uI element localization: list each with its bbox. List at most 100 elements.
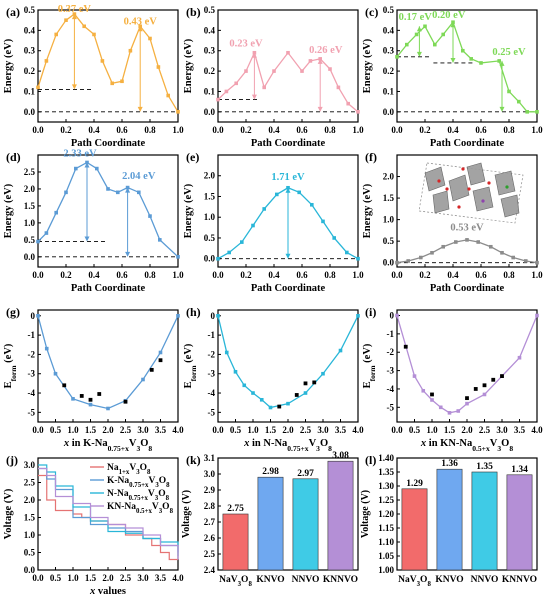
- atom: [445, 187, 449, 191]
- x-tick-label: 0.2: [419, 125, 431, 135]
- x-tick-label: 3.0: [137, 425, 149, 435]
- x-tick-label: 0.0: [212, 125, 224, 135]
- data-point: [64, 190, 68, 195]
- arrow-head: [251, 52, 257, 58]
- y-tick-label: 3.0: [204, 469, 216, 479]
- hull-point: [88, 402, 93, 407]
- x-tick-label: 1.0: [172, 125, 184, 135]
- x-axis-label: x in KN-Na0.5+xV3O8: [420, 438, 513, 453]
- plot-frame: [217, 9, 359, 123]
- hull-point: [106, 406, 110, 411]
- y-tick-label: 0.5: [383, 5, 395, 15]
- data-point: [120, 79, 124, 84]
- y-tick-label: 2.5: [24, 167, 36, 177]
- x-tick-label: 3.5: [155, 573, 167, 583]
- x-axis-label: x in K-Na0.75+xV3O8: [63, 438, 153, 453]
- legend-entry: K-Na0.75+xV3O8: [107, 476, 170, 489]
- data-point: [511, 255, 515, 260]
- y-tick-label: 0.1: [383, 86, 395, 96]
- panel-label: (g): [6, 305, 20, 319]
- y-tick-label: 0.4: [204, 25, 216, 35]
- panel-3: (d) 0.0 0.2 0.4 0.6 0.8 1.0 0.0 0.5 1.0 1.5 2.0 2.5 P…: [3, 149, 184, 294]
- panel-label: (b): [186, 5, 201, 19]
- hull-point: [53, 371, 58, 376]
- data-point: [64, 18, 68, 22]
- data-point: [441, 244, 445, 249]
- data-point: [54, 210, 58, 215]
- data-point: [433, 42, 437, 47]
- x-tick-label: 2.0: [461, 425, 473, 435]
- hull-point: [395, 313, 399, 318]
- arrow-head: [125, 187, 131, 193]
- y-axis-label: Energy (eV): [3, 38, 14, 93]
- category-label: NNVO: [292, 575, 320, 585]
- hull-point: [158, 350, 163, 355]
- x-tick-label: 2.0: [282, 425, 294, 435]
- barrier-label: 0.43 eV: [124, 16, 158, 27]
- hull-point: [321, 371, 325, 376]
- bar-value-label: 3.08: [332, 451, 349, 461]
- x-tick-label: 3.0: [496, 425, 508, 435]
- data-point: [54, 32, 58, 37]
- y-tick-label: 3.0: [24, 460, 36, 470]
- data-point: [500, 250, 504, 255]
- data-point: [310, 202, 314, 207]
- y-tick-label: 2.8: [204, 501, 216, 511]
- hull-point: [268, 405, 273, 410]
- data-point: [328, 67, 332, 71]
- y-tick-label: -3: [28, 369, 36, 379]
- x-tick-label: 0.0: [391, 270, 403, 280]
- x-tick-label: 0.6: [475, 125, 487, 135]
- y-tick-label: 1.0: [383, 215, 395, 225]
- data-point: [300, 69, 304, 73]
- y-axis-label: Voltage (V): [360, 490, 371, 538]
- bar: [436, 468, 463, 571]
- data-point: [137, 190, 141, 195]
- hull-point: [141, 377, 145, 382]
- x-tick-label: 1.0: [67, 573, 79, 583]
- data-point: [286, 50, 290, 55]
- x-tick-label: 0.4: [88, 125, 100, 135]
- y-tick-label: 2.6: [204, 533, 216, 543]
- off-hull-point: [88, 397, 93, 402]
- x-tick-label: 1.0: [531, 125, 543, 135]
- data-point: [234, 81, 238, 86]
- y-tick-label: 1.00: [378, 565, 394, 575]
- off-hull-point: [482, 383, 487, 388]
- series-line: [37, 13, 179, 113]
- data-point: [469, 57, 473, 61]
- x-tick-label: 0.8: [324, 270, 336, 280]
- off-hull-point: [403, 344, 408, 349]
- panel-2: (c) 0.0 0.2 0.4 0.6 0.8 1.0 0.0 0.1 0.2 0.3 0.4 0.5 P…: [362, 5, 543, 149]
- x-tick-label: 0.2: [60, 125, 72, 135]
- data-point: [356, 256, 360, 261]
- data-point: [461, 48, 465, 53]
- x-tick-label: 0.6: [296, 125, 308, 135]
- y-tick-label: -1: [208, 330, 216, 340]
- y-tick-label: 1.40: [378, 453, 394, 463]
- x-tick-label: 2.5: [120, 573, 132, 583]
- data-point: [227, 250, 231, 255]
- arrow-head: [71, 84, 77, 90]
- y-tick-label: -3: [387, 366, 395, 376]
- hull-point: [356, 313, 360, 318]
- plot-frame: [37, 154, 179, 268]
- x-tick-label: 1.0: [426, 425, 438, 435]
- legend-entry: KN-Na0.5+xV3O8: [107, 502, 174, 515]
- hull-point: [338, 348, 343, 353]
- arrow-head: [450, 22, 456, 28]
- y-tick-label: -5: [387, 402, 395, 412]
- series-line: [396, 239, 538, 264]
- data-point: [262, 207, 266, 211]
- panel-label: (k): [186, 453, 201, 467]
- data-point: [395, 260, 399, 265]
- atom: [487, 181, 491, 185]
- panel-9: (j) 0.0 0.5 1.0 1.5 2.0 2.5 3.0 3.5 4.0 0.0 0.5 1.0 1…: [3, 453, 184, 595]
- data-point: [252, 50, 257, 55]
- vo6-polyhedron: [494, 170, 516, 196]
- data-point: [251, 223, 255, 228]
- y-tick-label: 2.0: [24, 184, 36, 194]
- panel-7: (h) 0.0 0.5 1.0 1.5 2.0 2.5 3.0 3.5 4.0 0 -1 -2 -3 -4 -…: [183, 305, 364, 453]
- arrow-head: [499, 60, 505, 66]
- data-point: [244, 69, 248, 73]
